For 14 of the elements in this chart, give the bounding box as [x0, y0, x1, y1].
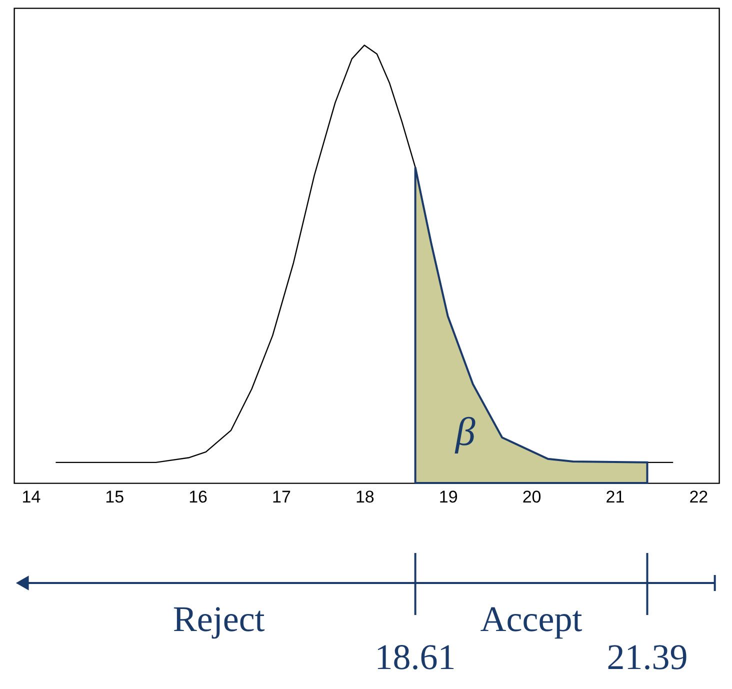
text: Reject [172, 599, 265, 639]
x-tick-label: 19 [438, 488, 458, 506]
x-tick-label: 20 [522, 488, 542, 506]
annotation: β [454, 409, 476, 454]
x-tick-label: 18 [355, 488, 374, 506]
x-tick-label: 21 [606, 488, 625, 506]
text: Accept [480, 599, 582, 639]
ref-line-label: 18.61 [374, 637, 456, 677]
x-tick-label: 15 [105, 488, 124, 506]
x-tick-label: 14 [22, 488, 41, 506]
x-tick-label: 16 [188, 488, 208, 506]
x-tick-label: 17 [272, 488, 291, 506]
x-tick-label: 22 [689, 488, 708, 506]
ref-line-label: 21.39 [606, 637, 688, 677]
